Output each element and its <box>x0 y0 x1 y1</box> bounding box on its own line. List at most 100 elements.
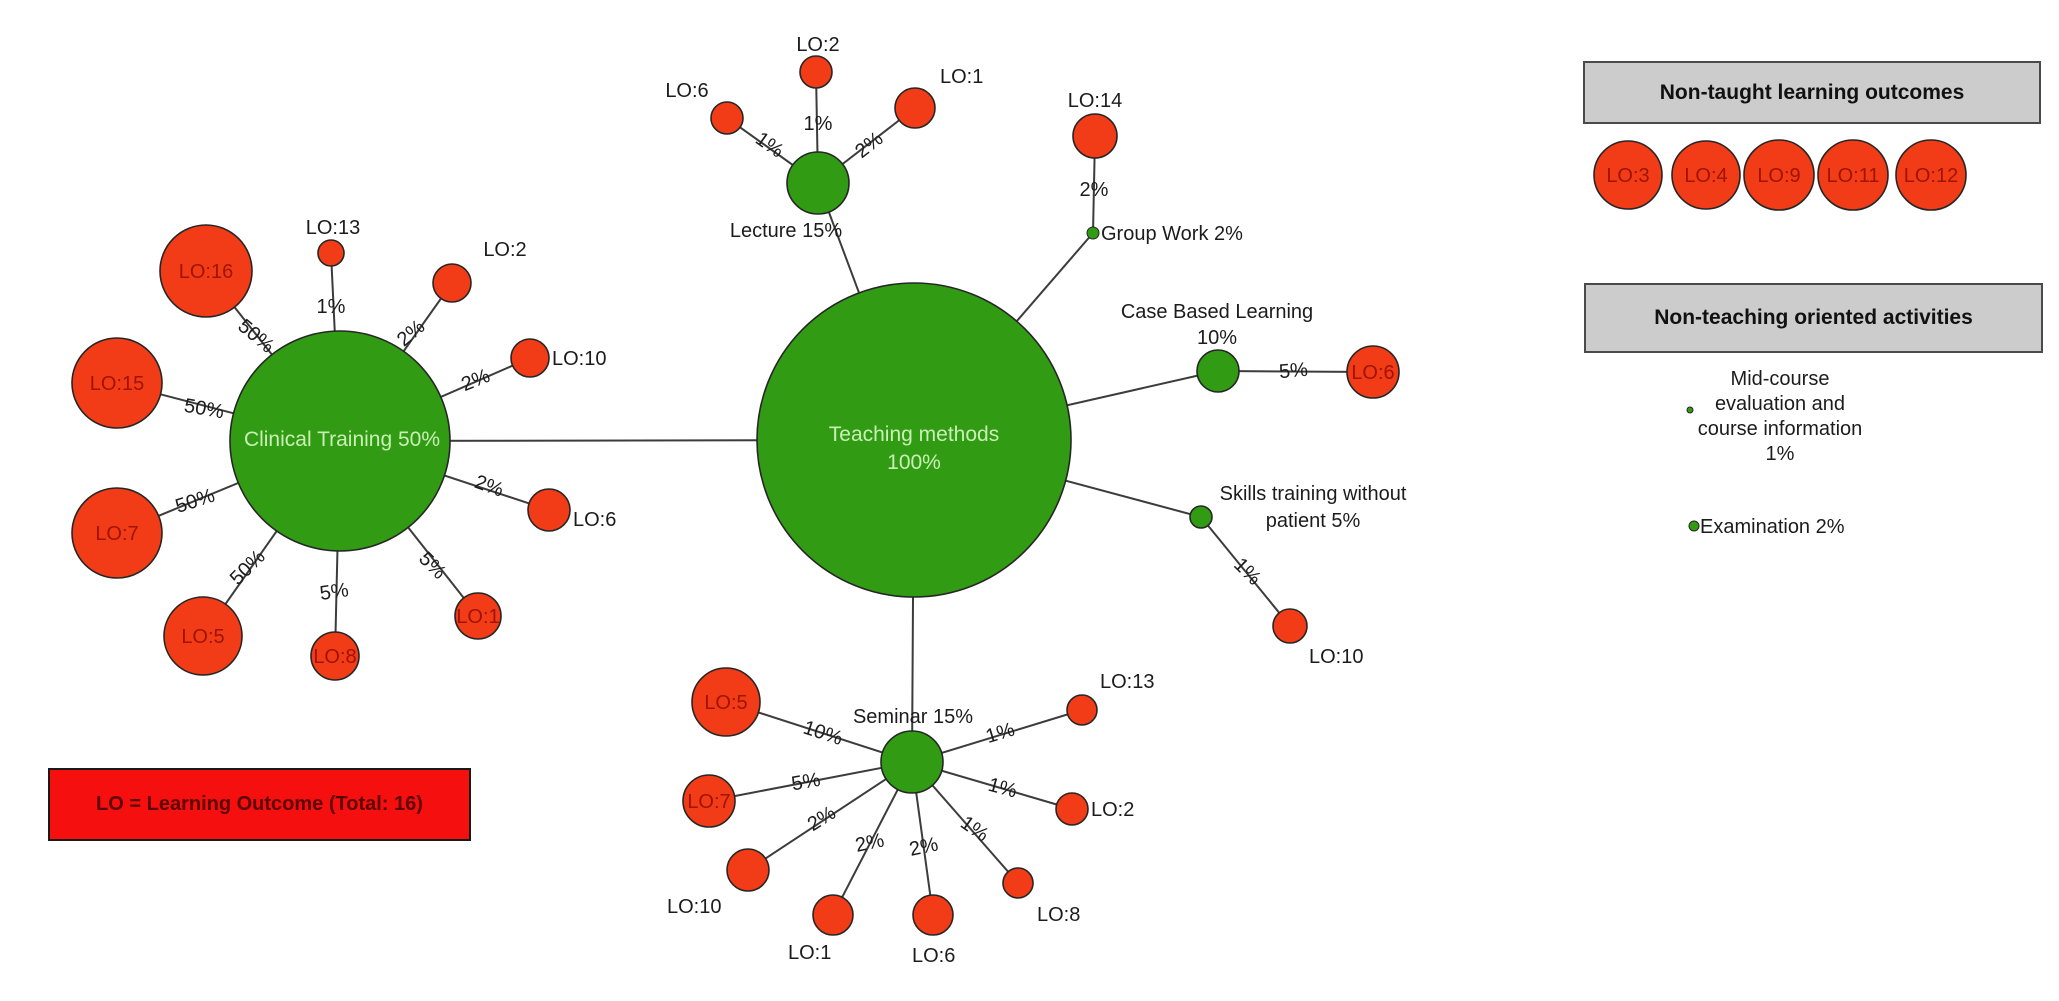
node-label-c13: LO:13 <box>306 217 360 239</box>
midcourse-line-1: Mid-course <box>1730 368 1830 390</box>
node-se1 <box>812 894 854 936</box>
node-lg11 <box>1817 139 1889 211</box>
legend-non-teaching-header: Non-teaching oriented activities <box>1584 283 2043 353</box>
node-label-c7: LO:7 <box>95 523 138 545</box>
node-se2 <box>1055 792 1089 826</box>
node-label-lecture: Lecture 15% <box>730 220 843 242</box>
node-label-se5: LO:5 <box>704 692 747 714</box>
node-l2 <box>799 55 833 89</box>
node-label-teaching-line-2: 100% <box>887 451 941 474</box>
node-c13 <box>317 239 345 267</box>
edge-label-seminar-se1: 2% <box>853 829 886 857</box>
edge-label-clinical-c16: 50% <box>233 315 278 358</box>
node-se6 <box>912 894 954 936</box>
node-c1 <box>454 592 502 640</box>
node-l1 <box>894 87 936 129</box>
node-lg4 <box>1671 140 1741 210</box>
node-c8 <box>310 631 360 681</box>
node-label-lg3: LO:3 <box>1606 165 1649 187</box>
node-label-se1: LO:1 <box>788 942 831 964</box>
edge-label-seminar-se2: 1% <box>986 774 1020 803</box>
legend-non-taught-header: Non-taught learning outcomes <box>1583 61 2041 124</box>
node-label-se8: LO:8 <box>1037 904 1080 926</box>
node-label-l1: LO:1 <box>940 66 983 88</box>
node-label-g14: LO:14 <box>1068 90 1122 112</box>
edge-label-groupwork-g14: 2% <box>1080 179 1109 201</box>
node-label-se13: LO:13 <box>1100 671 1154 693</box>
edge-label-seminar-se7: 5% <box>790 769 823 796</box>
examination-label: Examination 2% <box>1700 516 1845 538</box>
node-lg9 <box>1743 139 1815 211</box>
midcourse-line-4: 1% <box>1765 443 1795 465</box>
node-label-skills-line-2: patient 5% <box>1266 510 1361 532</box>
node-label-se6: LO:6 <box>912 945 955 967</box>
lo-abbreviation-note: LO = Learning Outcome (Total: 16) <box>48 768 471 841</box>
node-label-se2: LO:2 <box>1091 799 1134 821</box>
node-label-lg4: LO:4 <box>1684 165 1727 187</box>
node-label-cbl-line-2: 10% <box>1197 327 1237 349</box>
edge-label-clinical-c10: 2% <box>458 365 493 396</box>
node-skills <box>1189 505 1213 529</box>
node-c5 <box>163 596 243 676</box>
node-label-l2: LO:2 <box>796 34 839 56</box>
node-label-clinical: Clinical Training 50% <box>244 428 440 451</box>
node-se5 <box>691 667 761 737</box>
edge-label-clinical-c13: 1% <box>317 296 346 318</box>
node-c16 <box>159 224 253 318</box>
node-clinical <box>229 330 451 552</box>
node-c10 <box>510 338 550 378</box>
node-g14 <box>1072 113 1118 159</box>
edge-label-lecture-l2: 1% <box>804 113 833 135</box>
node-teaching <box>756 282 1072 598</box>
node-label-cb6: LO:6 <box>1351 362 1394 384</box>
node-se7 <box>682 774 736 828</box>
node-label-c1: LO:1 <box>456 606 499 628</box>
node-label-c16: LO:16 <box>179 261 233 283</box>
edge-label-clinical-c8: 5% <box>318 579 350 605</box>
node-label-skills-line-1: Skills training without <box>1220 483 1407 505</box>
edge-seminar-se7 <box>708 761 913 802</box>
node-label-l6: LO:6 <box>665 80 708 102</box>
node-label-seminar: Seminar 15% <box>853 706 973 728</box>
node-label-teaching-line-1: Teaching methods <box>829 423 999 446</box>
node-label-lg9: LO:9 <box>1757 165 1800 187</box>
midcourse-line-2: evaluation and <box>1714 393 1846 415</box>
legend-non-teaching-title: Non-teaching oriented activities <box>1654 306 1973 329</box>
node-l6 <box>710 101 744 135</box>
edge-label-seminar-se5: 10% <box>800 717 845 750</box>
node-seminar <box>880 730 944 794</box>
edge-skills-s10 <box>1200 516 1291 627</box>
lo-note-text: LO = Learning Outcome (Total: 16) <box>96 793 423 815</box>
node-s10 <box>1272 608 1308 644</box>
edge-label-cbl-cb6: 5% <box>1278 359 1309 383</box>
node-lg12 <box>1895 139 1967 211</box>
node-cb6 <box>1346 345 1400 399</box>
node-label-lg11: LO:11 <box>1827 165 1880 187</box>
node-label-lg12: LO:12 <box>1904 165 1958 187</box>
node-c15 <box>71 337 163 429</box>
node-label-c15: LO:15 <box>90 373 144 395</box>
node-label-c10: LO:10 <box>552 348 606 370</box>
node-groupwork <box>1086 226 1100 240</box>
node-label-s10: LO:10 <box>1309 646 1363 668</box>
node-label-se7: LO:7 <box>687 791 730 813</box>
edge-label-clinical-c5: 50% <box>226 546 270 590</box>
node-se8 <box>1002 867 1034 899</box>
node-lg3 <box>1593 140 1663 210</box>
node-dot-mid <box>1686 406 1694 414</box>
node-c2 <box>432 263 472 303</box>
node-label-se10: LO:10 <box>667 896 721 918</box>
edge-label-clinical-c1: 5% <box>414 548 450 584</box>
edge-label-seminar-se13: 1% <box>983 718 1017 748</box>
node-c6 <box>527 488 571 532</box>
node-c7 <box>71 487 163 579</box>
node-label-c8: LO:8 <box>313 646 356 668</box>
legend-non-taught-title: Non-taught learning outcomes <box>1659 80 1965 104</box>
midcourse-line-3: course information <box>1697 418 1863 440</box>
edge-label-seminar-se6: 2% <box>907 833 940 861</box>
node-dot-exam <box>1688 520 1700 532</box>
node-lecture <box>786 151 850 215</box>
node-label-cbl-line-1: Case Based Learning <box>1121 301 1313 323</box>
